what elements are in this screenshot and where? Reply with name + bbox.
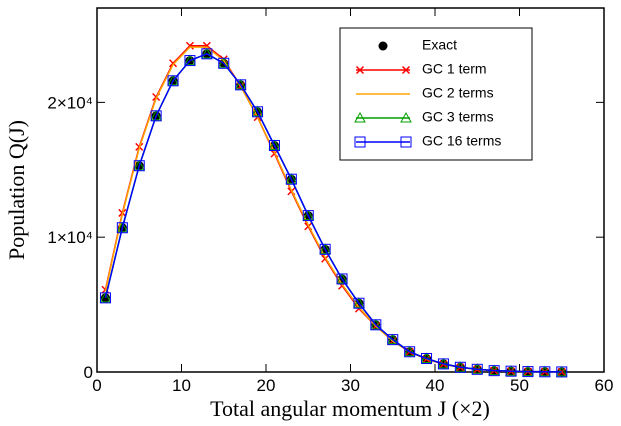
legend-label: GC 16 terms: [422, 133, 501, 149]
marker: [387, 334, 399, 346]
marker: [184, 55, 196, 67]
marker: [336, 272, 348, 284]
marker: [370, 319, 382, 331]
marker: [400, 136, 412, 148]
marker: [167, 74, 179, 86]
marker: [99, 292, 111, 304]
x-axis-title: Total angular momentum J (×2): [210, 396, 490, 421]
legend: Exact GC 1 term GC 2 terms GC 3 terms GC 16 …: [339, 27, 533, 161]
marker: [268, 140, 280, 152]
marker: [116, 221, 129, 233]
marker: [133, 160, 145, 172]
x-tick-label: 30: [341, 376, 360, 395]
marker: [201, 47, 213, 59]
marker: [169, 59, 178, 68]
marker: [355, 65, 365, 75]
marker: [354, 111, 366, 123]
marker: [285, 173, 298, 184]
marker: [99, 291, 112, 303]
marker: [522, 366, 534, 378]
marker: [133, 159, 146, 171]
marker: [505, 365, 517, 377]
marker: [302, 210, 314, 222]
marker: [252, 106, 264, 118]
marker: [488, 365, 500, 377]
marker: [354, 136, 366, 148]
x-tick-label: 50: [510, 376, 529, 395]
marker: [201, 48, 213, 60]
marker: [218, 57, 230, 69]
marker: [150, 109, 162, 121]
marker: [234, 78, 247, 90]
x-tick-label: 60: [595, 376, 614, 395]
marker: [353, 297, 365, 308]
marker: [185, 41, 194, 50]
y-tick-label: 2×10⁴: [47, 93, 93, 112]
marker: [167, 75, 179, 87]
series-line: [104, 53, 562, 373]
legend-label: GC 3 terms: [422, 109, 494, 125]
y-tick-label: 1×10⁴: [47, 228, 93, 247]
marker: [386, 333, 399, 345]
y-tick-label: 0: [84, 363, 93, 382]
x-tick-label: 40: [426, 376, 445, 395]
marker: [404, 346, 416, 358]
x-tick-label: 10: [172, 376, 191, 395]
marker: [454, 361, 466, 373]
x-tick-label: 20: [257, 376, 276, 395]
marker: [319, 243, 331, 254]
marker: [370, 318, 382, 330]
marker: [336, 273, 348, 285]
legend-label: GC 1 term: [422, 61, 487, 77]
marker: [378, 41, 388, 51]
marker: [557, 367, 566, 376]
plot-frame: [96, 7, 605, 373]
marker: [353, 297, 365, 309]
marker: [400, 111, 412, 123]
marker: [437, 358, 449, 370]
marker: [421, 353, 433, 365]
marker: [116, 222, 128, 234]
marker: [302, 209, 315, 221]
legend-box: [339, 27, 533, 161]
marker: [268, 139, 281, 151]
marker: [285, 173, 297, 185]
marker: [150, 110, 162, 122]
x-tick-label: 0: [92, 376, 101, 395]
marker: [403, 345, 416, 357]
marker: [251, 105, 264, 117]
marker: [471, 363, 483, 375]
marker: [319, 243, 331, 255]
marker: [556, 366, 568, 378]
marker: [401, 65, 411, 75]
marker: [539, 366, 551, 378]
marker: [235, 79, 247, 91]
legend-label: Exact: [422, 37, 457, 53]
legend-label: GC 2 terms: [422, 85, 494, 101]
y-axis-title: Population Q(J): [4, 120, 29, 260]
marker: [217, 57, 230, 68]
